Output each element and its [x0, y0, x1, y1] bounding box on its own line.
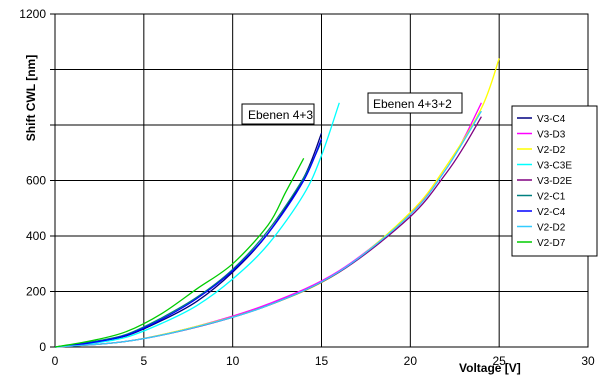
y-tick-label: 0 — [39, 340, 46, 354]
x-axis-title: Voltage [V] — [459, 361, 521, 375]
legend-entry: V2-D7 — [517, 238, 566, 249]
legend-label: V2-C1 — [537, 192, 566, 203]
x-tick-label: 5 — [140, 354, 147, 368]
annotation-label: Ebenen 4+3 — [248, 108, 313, 122]
annotation-label: Ebenen 4+3+2 — [373, 97, 452, 111]
annotation-ebenen-4-3: Ebenen 4+3 — [241, 103, 315, 125]
legend-entry: V3-C3E — [517, 161, 572, 172]
y-tick-label: 1200 — [19, 7, 46, 21]
legend-label: V2-C4 — [537, 207, 566, 218]
series-line-v2-c4-6 — [54, 138, 323, 348]
legend-entry: V3-D3 — [517, 130, 566, 141]
annotation-ebenen-4-3-2: Ebenen 4+3+2 — [367, 92, 463, 114]
series-line-v2-c1-5 — [54, 141, 323, 348]
legend-label: V3-C4 — [537, 114, 566, 125]
y-axis-title: Shift CWL [nm] — [24, 55, 38, 141]
legend-entry: V2-C1 — [517, 192, 566, 203]
legend-entry: V3-D2E — [517, 176, 572, 187]
series-line-v3-c4-0 — [54, 133, 323, 348]
x-tick-label: 10 — [226, 354, 240, 368]
series-line-v3-d2e-4 — [54, 116, 482, 348]
legend-label: V3-D2E — [537, 176, 572, 187]
legend-label: V3-C3E — [537, 161, 572, 172]
legend-label: V2-D2 — [537, 145, 566, 156]
grid-lines — [55, 14, 588, 347]
legend-label: V2-D7 — [537, 238, 566, 249]
series-line-v2-d2-7 — [54, 110, 482, 348]
legend: V3-C4 V3-D3 V2-D2 V3-C3E V3-D2E V2-C1 V2-C4 V2-… — [511, 105, 598, 257]
y-tick-label: 600 — [26, 174, 46, 188]
legend-label: V3-D3 — [537, 130, 566, 141]
legend-entry: V2-C4 — [517, 207, 566, 218]
legend-entry: V3-C4 — [517, 114, 566, 125]
x-tick-label: 25 — [492, 354, 506, 368]
x-tick-label: 15 — [315, 354, 329, 368]
legend-box — [511, 105, 598, 257]
y-tick-label: 200 — [26, 285, 46, 299]
legend-label: V2-D2 — [537, 223, 566, 234]
series-lines — [54, 58, 500, 348]
x-tick-label: 30 — [581, 354, 595, 368]
series-line-v2-d7-8 — [54, 158, 305, 348]
y-tick-label: 400 — [26, 229, 46, 243]
legend-entry: V2-D2 — [517, 223, 566, 234]
legend-entry: V2-D2 — [517, 145, 566, 156]
x-tick-label: 20 — [404, 354, 418, 368]
axis-ticks: 0 5 10 15 20 25 30 0 200 400 600 1200 — [19, 7, 595, 368]
series-line-v3-c3e-3 — [54, 102, 340, 348]
x-tick-label: 0 — [52, 354, 59, 368]
